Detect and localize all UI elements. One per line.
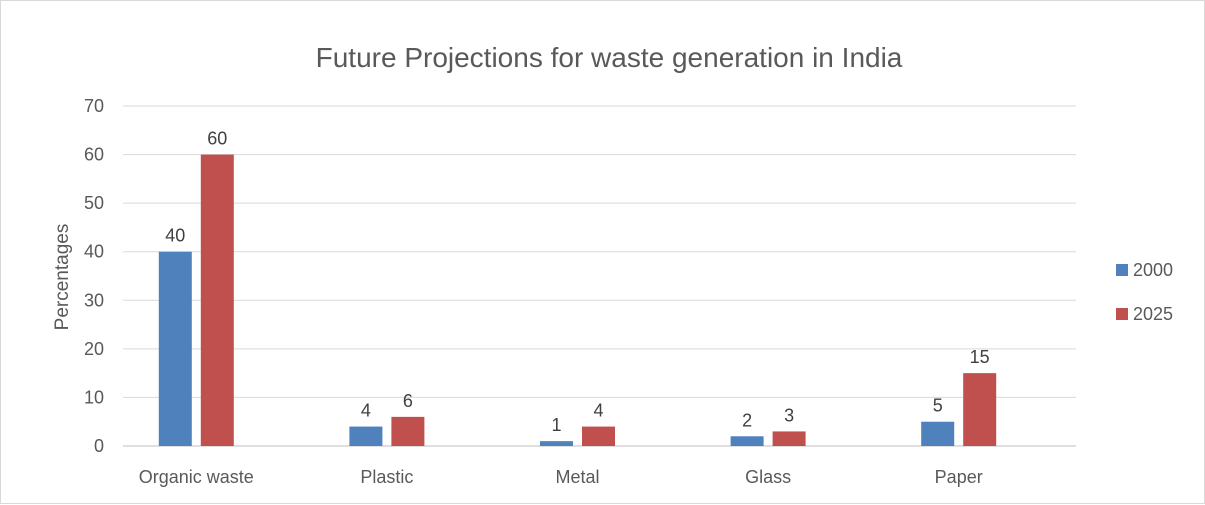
bar-2025-glass — [772, 431, 806, 446]
data-label: 5 — [933, 396, 943, 416]
y-tick-label: 10 — [84, 387, 104, 407]
data-label: 4 — [593, 401, 603, 421]
data-label: 60 — [207, 129, 227, 149]
y-tick-label: 40 — [84, 242, 104, 262]
y-tick-label: 60 — [84, 145, 104, 165]
legend-swatch-2025 — [1116, 308, 1128, 320]
legend-label-2025: 2025 — [1133, 304, 1173, 324]
bar-2000-paper — [921, 421, 955, 446]
x-tick-label: Organic waste — [139, 467, 254, 487]
y-axis-title: Percentages — [52, 224, 73, 331]
legend-label-2000: 2000 — [1133, 260, 1173, 280]
bar-2025-organic-waste — [200, 154, 234, 447]
y-tick-label: 70 — [84, 96, 104, 116]
y-tick-label: 30 — [84, 290, 104, 310]
y-tick-label: 0 — [94, 436, 104, 456]
x-tick-label: Glass — [745, 467, 791, 487]
data-label: 2 — [742, 410, 752, 430]
bar-2000-metal — [540, 441, 573, 446]
data-label: 1 — [551, 415, 561, 435]
y-tick-labels: 0 10 20 30 40 50 60 70 — [84, 96, 104, 456]
x-tick-labels: Organic waste Plastic Metal Glass Paper — [139, 467, 983, 487]
y-tick-label: 20 — [84, 339, 104, 359]
bar-2000-organic-waste — [158, 251, 192, 446]
data-label: 6 — [403, 391, 413, 411]
gridlines — [123, 105, 1076, 447]
data-label: 3 — [784, 405, 794, 425]
data-labels: 40 60 4 6 1 4 2 3 5 15 — [165, 129, 989, 436]
bar-2000-glass — [730, 436, 764, 446]
data-label: 15 — [970, 347, 990, 367]
bar-2025-paper — [963, 373, 997, 446]
data-label: 40 — [165, 226, 185, 246]
x-tick-label: Metal — [555, 467, 599, 487]
bar-2000-plastic — [349, 426, 383, 446]
y-tick-label: 50 — [84, 193, 104, 213]
bar-2025-metal — [582, 426, 615, 446]
x-tick-label: Plastic — [360, 467, 413, 487]
bar-2025-plastic — [391, 416, 425, 446]
bars — [158, 154, 997, 447]
legend: 2000 2025 — [1116, 260, 1173, 324]
data-label: 4 — [361, 401, 371, 421]
x-tick-label: Paper — [935, 467, 983, 487]
chart-title: Future Projections for waste generation … — [316, 42, 903, 73]
legend-swatch-2000 — [1116, 264, 1128, 276]
